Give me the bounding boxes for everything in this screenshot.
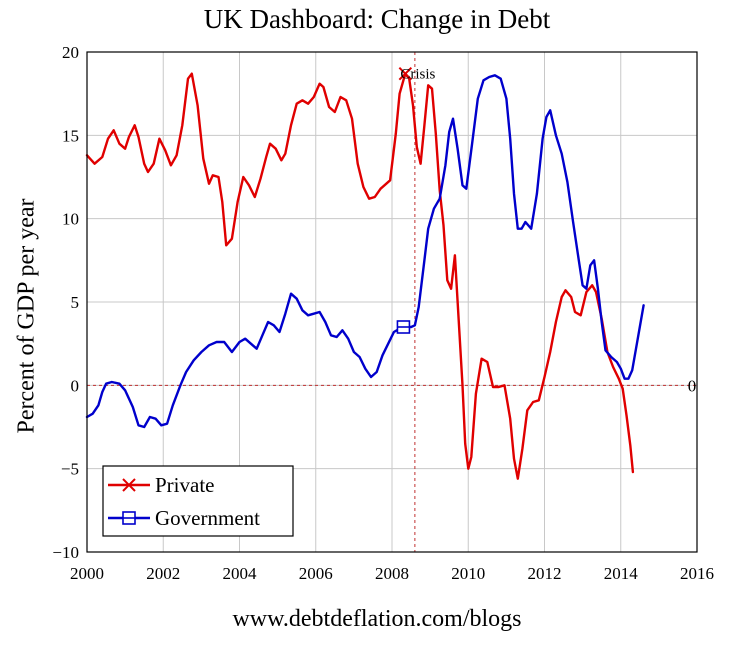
legend: Private Government — [102, 465, 294, 537]
crisis-annotation: Crisis — [400, 67, 435, 83]
reference-lines: 0 — [87, 52, 697, 552]
zero-reference-label: 0 — [688, 376, 697, 395]
x-tick-label: 2014 — [604, 564, 639, 583]
legend-item-government: Government — [108, 506, 260, 530]
x-tick-label: 2008 — [375, 564, 409, 583]
x-tick-label: 2000 — [70, 564, 104, 583]
x-tick-label: 2010 — [451, 564, 485, 583]
legend-square-marker — [122, 511, 136, 525]
series-line-private — [85, 72, 635, 480]
x-tick-label: 2016 — [680, 564, 714, 583]
x-tick-label: 2002 — [146, 564, 180, 583]
x-tick-label: 2004 — [223, 564, 258, 583]
y-tick-label: 10 — [62, 210, 79, 229]
legend-item-private: Private — [108, 473, 214, 497]
chart-title: UK Dashboard: Change in Debt — [203, 4, 551, 34]
x-tick-label: 2012 — [528, 564, 562, 583]
x-tick-label: 2006 — [299, 564, 333, 583]
y-tick-label: 5 — [71, 293, 80, 312]
source-url: www.debtdeflation.com/blogs — [232, 606, 522, 632]
legend-label: Private — [155, 473, 214, 497]
y-tick-label: 20 — [62, 43, 79, 62]
tick-labels: 2000 2002 2004 2006 2008 2010 2012 2014 2016 20 15… — [52, 43, 714, 583]
legend-label: Government — [155, 506, 260, 530]
series-line-government — [85, 74, 645, 429]
marker-stroke — [122, 478, 136, 492]
private-marker — [398, 66, 413, 81]
y-tick-label: 15 — [62, 126, 79, 145]
plot-frame — [86, 51, 698, 553]
series-layer: Crisis — [85, 66, 645, 480]
marker-stroke — [398, 66, 413, 81]
y-tick-label: −5 — [61, 460, 79, 479]
government-marker — [396, 320, 411, 334]
legend-x-marker — [122, 478, 136, 492]
y-tick-label: 0 — [71, 376, 80, 395]
y-tick-label: −10 — [52, 543, 79, 562]
